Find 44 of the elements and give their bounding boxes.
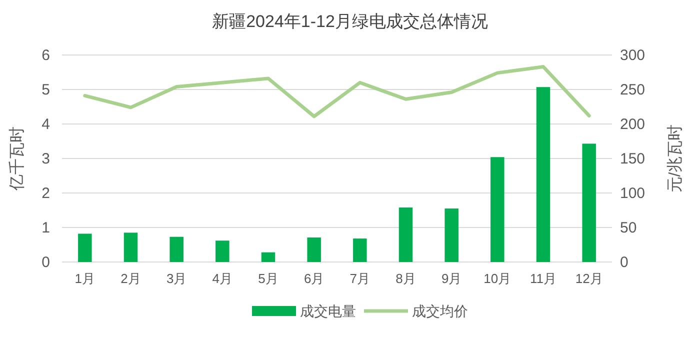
y-tick-label: 2	[42, 185, 50, 202]
y2-tick-label: 300	[620, 47, 646, 64]
bar	[353, 238, 367, 262]
y-tick-label: 3	[42, 150, 50, 168]
x-tick-label: 8月	[396, 271, 416, 286]
x-tick-label: 12月	[575, 271, 603, 286]
x-tick-label: 4月	[212, 271, 233, 286]
x-tick-label: 2月	[120, 271, 141, 286]
bar	[261, 252, 276, 262]
bar	[444, 208, 458, 262]
x-tick-label: 1月	[74, 271, 96, 286]
chart-title: 新疆2024年1-12月绿电成交总体情况	[212, 12, 488, 31]
y2-tick-label: 50	[620, 220, 637, 236]
bar	[216, 240, 230, 262]
x-tick-label: 7月	[350, 271, 370, 286]
y2-tick-label: 150	[620, 150, 646, 168]
bar	[170, 236, 184, 262]
x-tick-label: 6月	[304, 271, 324, 286]
y2-axis-title: 元/兆瓦时	[666, 124, 684, 193]
x-tick-label: 11月	[530, 271, 556, 286]
bar	[490, 157, 504, 262]
line-series	[83, 64, 591, 118]
y2-tick-label: 0	[620, 254, 628, 271]
y2-tick-label: 250	[620, 82, 646, 98]
y-tick-label: 5	[42, 82, 50, 98]
bar	[307, 238, 321, 262]
bar	[124, 232, 138, 262]
y2-tick-label: 200	[620, 116, 646, 133]
bar	[536, 87, 550, 262]
y-axis-title: 亿千瓦时	[8, 126, 26, 192]
x-tick-label: 5月	[258, 271, 278, 286]
bar	[78, 234, 92, 262]
x-tick-label: 9月	[441, 271, 462, 286]
y2-tick-label: 100	[620, 185, 646, 202]
legend-label: 成交电量	[300, 303, 356, 319]
bar	[398, 207, 413, 262]
legend-label: 成交均价	[412, 303, 468, 319]
x-tick-label: 3月	[166, 271, 187, 286]
y-tick-label: 1	[42, 220, 50, 236]
y-tick-label: 4	[42, 116, 50, 133]
y-tick-label: 6	[42, 47, 50, 64]
y-tick-label: 0	[42, 254, 50, 271]
bar	[582, 144, 596, 262]
x-tick-label: 10月	[484, 271, 512, 286]
